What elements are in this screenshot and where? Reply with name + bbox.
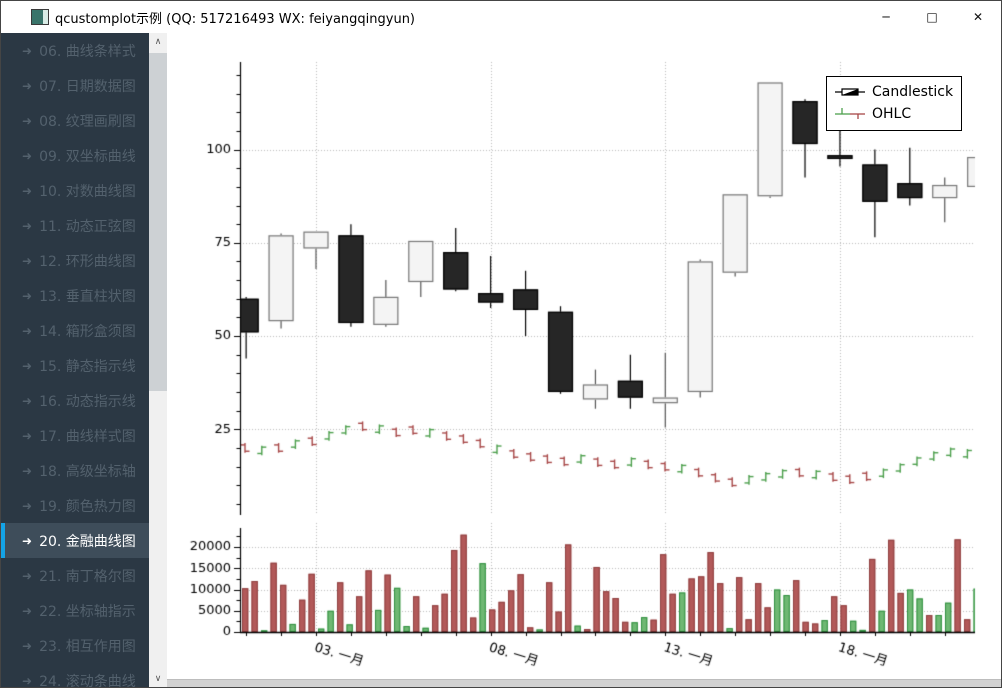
arrow-icon: ➜ bbox=[22, 533, 33, 548]
sidebar-item-label: 11. 动态正弦图 bbox=[39, 218, 136, 235]
legend-item-candlestick[interactable]: Candlestick bbox=[835, 81, 953, 103]
sidebar-item-label: 06. 曲线条样式 bbox=[39, 43, 136, 60]
window-title: qcustomplot示例 (QQ: 517216493 WX: feiyang… bbox=[55, 11, 416, 27]
sidebar-item-label: 17. 曲线样式图 bbox=[39, 428, 136, 445]
sidebar-item-label: 12. 环形曲线图 bbox=[39, 253, 136, 270]
sidebar-item-8[interactable]: ➜ 08. 纹理画刷图 bbox=[1, 103, 149, 138]
sidebar-item-21[interactable]: ➜ 21. 南丁格尔图 bbox=[1, 558, 149, 593]
sidebar-item-label: 09. 双坐标曲线 bbox=[39, 148, 136, 165]
sidebar-item-17[interactable]: ➜ 17. 曲线样式图 bbox=[1, 418, 149, 453]
arrow-icon: ➜ bbox=[22, 568, 33, 583]
chart-legend: Candlestick OHLC bbox=[826, 76, 962, 131]
sidebar-item-label: 23. 相互作用图 bbox=[39, 638, 136, 655]
chart-panel: Candlestick OHLC bbox=[167, 33, 1001, 687]
legend-item-ohlc[interactable]: OHLC bbox=[835, 103, 953, 125]
sidebar-menu: ➜ 06. 曲线条样式 ➜ 07. 日期数据图 ➜ 08. 纹理画刷图 ➜ 09. 双坐标曲线… bbox=[1, 33, 149, 687]
scroll-down-icon[interactable]: ∨ bbox=[154, 673, 162, 684]
arrow-icon: ➜ bbox=[22, 253, 33, 268]
sidebar-item-label: 19. 颜色热力图 bbox=[39, 498, 136, 515]
sidebar-item-label: 14. 箱形盒须图 bbox=[39, 323, 136, 340]
sidebar-item-9[interactable]: ➜ 09. 双坐标曲线 bbox=[1, 138, 149, 173]
sidebar-item-15[interactable]: ➜ 15. 静态指示线 bbox=[1, 348, 149, 383]
scrollbar-thumb[interactable] bbox=[149, 53, 167, 391]
arrow-icon: ➜ bbox=[22, 463, 33, 478]
financial-chart-canvas[interactable] bbox=[167, 33, 1001, 680]
sidebar-item-label: 15. 静态指示线 bbox=[39, 358, 136, 375]
arrow-icon: ➜ bbox=[22, 43, 33, 58]
arrow-icon: ➜ bbox=[22, 638, 33, 653]
sidebar-item-18[interactable]: ➜ 18. 高级坐标轴 bbox=[1, 453, 149, 488]
sidebar-item-7[interactable]: ➜ 07. 日期数据图 bbox=[1, 68, 149, 103]
ohlc-legend-icon bbox=[835, 108, 865, 119]
arrow-icon: ➜ bbox=[22, 673, 33, 688]
close-button[interactable]: ✕ bbox=[972, 10, 984, 24]
sidebar-item-label: 10. 对数曲线图 bbox=[39, 183, 136, 200]
maximize-button[interactable]: □ bbox=[926, 10, 938, 24]
arrow-icon: ➜ bbox=[22, 183, 33, 198]
app-icon bbox=[31, 9, 49, 25]
arrow-icon: ➜ bbox=[22, 498, 33, 513]
sidebar-item-label: 13. 垂直柱状图 bbox=[39, 288, 136, 305]
arrow-icon: ➜ bbox=[22, 288, 33, 303]
sidebar-item-10[interactable]: ➜ 10. 对数曲线图 bbox=[1, 173, 149, 208]
sidebar-item-20[interactable]: ➜ 20. 金融曲线图 bbox=[1, 523, 149, 558]
arrow-icon: ➜ bbox=[22, 428, 33, 443]
clipped-bottom-content bbox=[167, 679, 1001, 687]
arrow-icon: ➜ bbox=[22, 78, 33, 93]
sidebar-item-label: 24. 滚动条曲线 bbox=[39, 673, 136, 688]
sidebar-item-22[interactable]: ➜ 22. 坐标轴指示 bbox=[1, 593, 149, 628]
arrow-icon: ➜ bbox=[22, 218, 33, 233]
sidebar-item-label: 16. 动态指示线 bbox=[39, 393, 136, 410]
legend-label: OHLC bbox=[872, 106, 912, 122]
sidebar-item-24[interactable]: ➜ 24. 滚动条曲线 bbox=[1, 663, 149, 688]
candlestick-legend-icon bbox=[835, 88, 865, 96]
sidebar-item-14[interactable]: ➜ 14. 箱形盒须图 bbox=[1, 313, 149, 348]
sidebar-item-12[interactable]: ➜ 12. 环形曲线图 bbox=[1, 243, 149, 278]
sidebar-item-label: 08. 纹理画刷图 bbox=[39, 113, 136, 130]
arrow-icon: ➜ bbox=[22, 323, 33, 338]
minimize-button[interactable]: ─ bbox=[882, 10, 890, 24]
arrow-icon: ➜ bbox=[22, 603, 33, 618]
sidebar-item-label: 18. 高级坐标轴 bbox=[39, 463, 136, 480]
arrow-icon: ➜ bbox=[22, 393, 33, 408]
arrow-icon: ➜ bbox=[22, 113, 33, 128]
sidebar-item-13[interactable]: ➜ 13. 垂直柱状图 bbox=[1, 278, 149, 313]
sidebar-item-label: 22. 坐标轴指示 bbox=[39, 603, 136, 620]
sidebar-item-19[interactable]: ➜ 19. 颜色热力图 bbox=[1, 488, 149, 523]
sidebar-item-16[interactable]: ➜ 16. 动态指示线 bbox=[1, 383, 149, 418]
arrow-icon: ➜ bbox=[22, 148, 33, 163]
sidebar-item-6[interactable]: ➜ 06. 曲线条样式 bbox=[1, 33, 149, 68]
arrow-icon: ➜ bbox=[22, 358, 33, 373]
sidebar-item-label: 20. 金融曲线图 bbox=[39, 533, 136, 550]
sidebar-item-label: 21. 南丁格尔图 bbox=[39, 568, 136, 585]
sidebar-scrollbar[interactable]: ∧ ∨ bbox=[149, 33, 167, 687]
title-bar[interactable]: qcustomplot示例 (QQ: 517216493 WX: feiyang… bbox=[1, 1, 1001, 33]
scroll-up-icon[interactable]: ∧ bbox=[154, 36, 162, 47]
sidebar-item-label: 07. 日期数据图 bbox=[39, 78, 136, 95]
legend-label: Candlestick bbox=[872, 84, 954, 100]
sidebar-item-23[interactable]: ➜ 23. 相互作用图 bbox=[1, 628, 149, 663]
sidebar-item-11[interactable]: ➜ 11. 动态正弦图 bbox=[1, 208, 149, 243]
